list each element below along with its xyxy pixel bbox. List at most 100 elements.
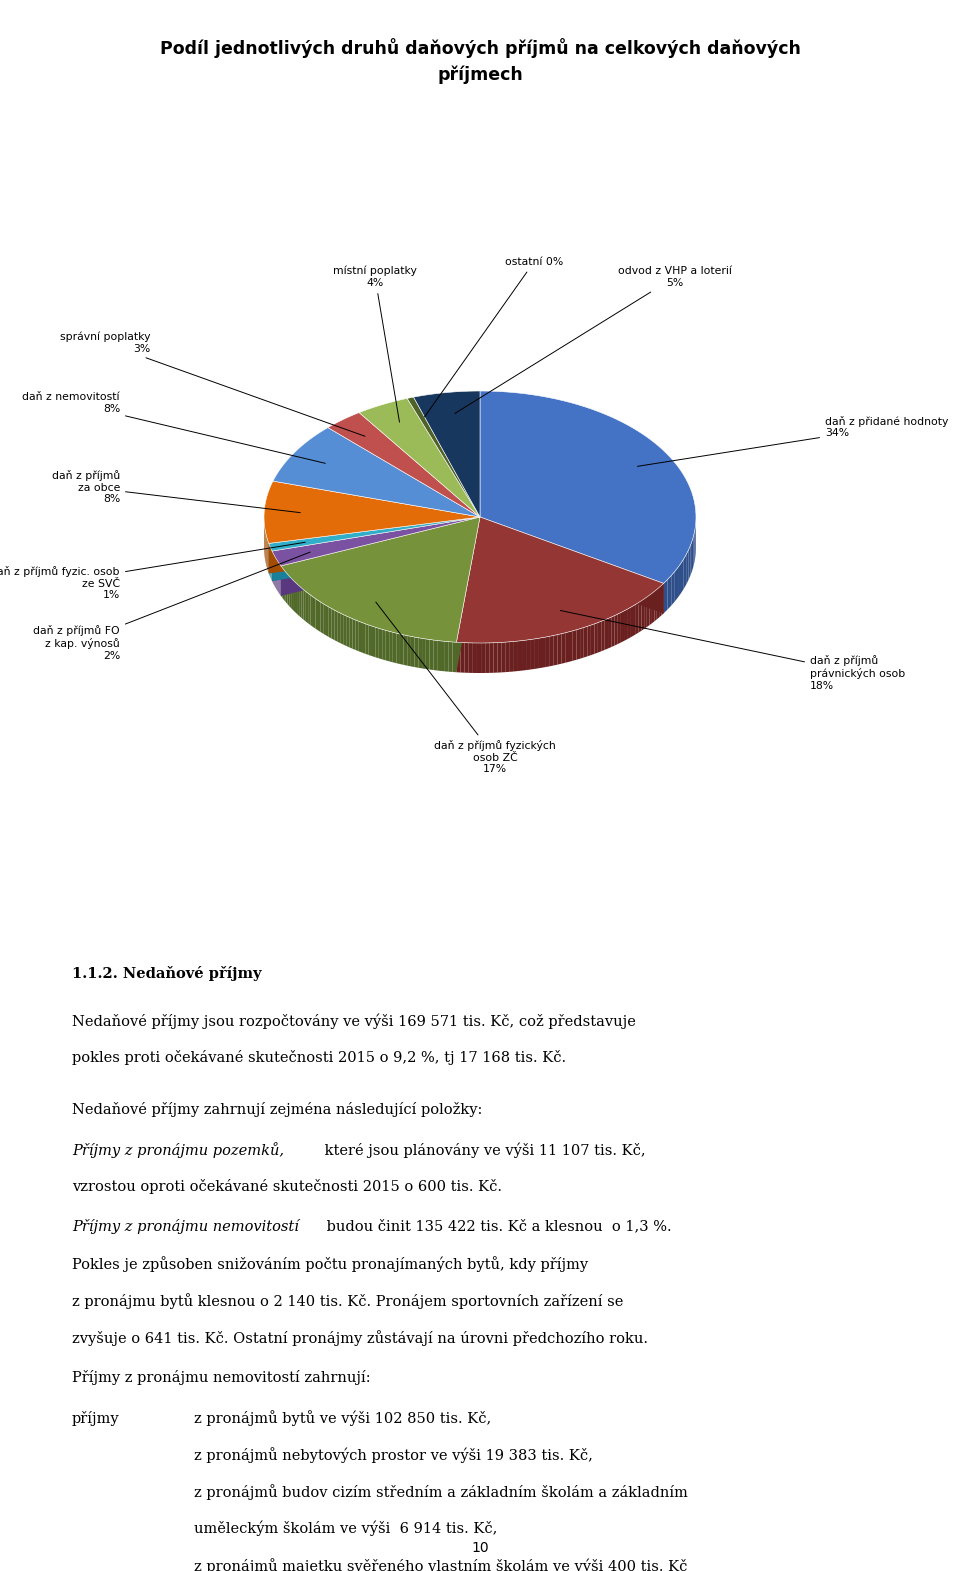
Polygon shape <box>627 608 630 639</box>
Polygon shape <box>293 580 295 613</box>
Polygon shape <box>313 597 316 628</box>
Polygon shape <box>506 643 510 672</box>
Polygon shape <box>264 481 480 544</box>
Polygon shape <box>429 639 433 671</box>
Polygon shape <box>584 627 588 658</box>
Polygon shape <box>690 542 692 577</box>
Polygon shape <box>379 628 382 660</box>
Polygon shape <box>316 599 318 630</box>
Polygon shape <box>518 641 522 671</box>
Polygon shape <box>456 643 461 672</box>
Text: Nedaňové příjmy jsou rozpočtovány ve výši 169 571 tis. Kč, což představuje: Nedaňové příjmy jsou rozpočtovány ve výš… <box>72 1013 636 1029</box>
Polygon shape <box>660 586 661 617</box>
Polygon shape <box>444 641 448 672</box>
Polygon shape <box>480 517 663 613</box>
Polygon shape <box>681 559 684 594</box>
Polygon shape <box>337 611 340 643</box>
Polygon shape <box>349 617 352 649</box>
Polygon shape <box>510 641 514 672</box>
Text: daň z příjmů fyzic. osob
ze SVČ
1%: daň z příjmů fyzic. osob ze SVČ 1% <box>0 542 305 600</box>
Text: Pokles je způsoben snižováním počtu pronajímaných bytů, kdy příjmy: Pokles je způsoben snižováním počtu pron… <box>72 1257 588 1273</box>
Polygon shape <box>422 638 426 669</box>
Polygon shape <box>601 621 605 652</box>
Polygon shape <box>573 630 576 661</box>
Polygon shape <box>282 569 284 600</box>
Polygon shape <box>657 588 660 619</box>
Polygon shape <box>375 627 379 658</box>
Polygon shape <box>343 614 347 646</box>
Polygon shape <box>411 636 415 668</box>
Polygon shape <box>272 517 480 566</box>
Text: odvod z VHP a loterií
5%: odvod z VHP a loterií 5% <box>455 265 732 413</box>
Polygon shape <box>403 635 407 666</box>
Polygon shape <box>441 641 444 671</box>
Text: 10: 10 <box>471 1541 489 1555</box>
Polygon shape <box>562 633 565 663</box>
Polygon shape <box>569 632 573 661</box>
Polygon shape <box>448 641 452 672</box>
Polygon shape <box>594 622 598 654</box>
Polygon shape <box>652 591 655 624</box>
Text: daň z příjmů FO
z kap. výnosů
2%: daň z příjmů FO z kap. výnosů 2% <box>34 551 310 661</box>
Polygon shape <box>530 639 534 669</box>
Polygon shape <box>456 517 480 672</box>
Polygon shape <box>326 605 328 636</box>
Polygon shape <box>647 595 649 627</box>
Text: daň z příjmů
za obce
8%: daň z příjmů za obce 8% <box>52 470 300 512</box>
Polygon shape <box>618 613 621 644</box>
Text: budou činit 135 422 tis. Kč a klesnou  o 1,3 %.: budou činit 135 422 tis. Kč a klesnou o … <box>323 1219 672 1233</box>
Polygon shape <box>396 633 400 665</box>
Polygon shape <box>355 621 359 652</box>
Polygon shape <box>352 619 355 650</box>
Polygon shape <box>542 636 546 668</box>
Polygon shape <box>636 603 638 635</box>
Polygon shape <box>456 517 663 643</box>
Polygon shape <box>272 517 480 581</box>
Polygon shape <box>407 636 411 666</box>
Polygon shape <box>534 638 538 669</box>
Polygon shape <box>538 638 542 668</box>
Text: pokles proti očekávané skutečnosti 2015 o 9,2 %, tj 17 168 tis. Kč.: pokles proti očekávané skutečnosti 2015 … <box>72 1051 566 1065</box>
Polygon shape <box>281 517 480 595</box>
Polygon shape <box>605 619 608 650</box>
Polygon shape <box>550 635 554 666</box>
Polygon shape <box>675 567 678 602</box>
Polygon shape <box>269 517 480 573</box>
Polygon shape <box>437 641 441 671</box>
Polygon shape <box>480 391 696 583</box>
Polygon shape <box>591 624 594 655</box>
Polygon shape <box>565 632 569 663</box>
Text: Podíl jednotlivých druhů daňových příjmů na celkových daňových: Podíl jednotlivých druhů daňových příjmů… <box>159 38 801 58</box>
Text: z pronájmů budov cizím středním a základním školám a základním: z pronájmů budov cizím středním a základ… <box>194 1485 687 1500</box>
Text: Příjmy z pronájmu nemovitostí zahrnují:: Příjmy z pronájmu nemovitostí zahrnují: <box>72 1370 371 1386</box>
Polygon shape <box>295 583 297 614</box>
Polygon shape <box>641 599 644 630</box>
Polygon shape <box>684 555 686 589</box>
Text: daň z příjmů
právnických osob
18%: daň z příjmů právnických osob 18% <box>561 611 905 691</box>
Polygon shape <box>480 517 663 613</box>
Polygon shape <box>649 594 652 625</box>
Polygon shape <box>667 575 671 610</box>
Polygon shape <box>359 621 362 652</box>
Polygon shape <box>468 643 473 672</box>
Polygon shape <box>331 608 334 639</box>
Polygon shape <box>407 397 480 517</box>
Polygon shape <box>686 550 688 584</box>
Polygon shape <box>415 638 419 668</box>
Polygon shape <box>347 616 349 647</box>
Text: příjmy: příjmy <box>72 1411 120 1425</box>
Polygon shape <box>692 537 693 572</box>
Polygon shape <box>400 635 403 665</box>
Polygon shape <box>324 603 326 635</box>
Polygon shape <box>485 643 490 672</box>
Polygon shape <box>426 639 429 669</box>
Polygon shape <box>612 616 614 647</box>
Polygon shape <box>608 617 612 649</box>
Polygon shape <box>630 606 633 638</box>
Polygon shape <box>328 606 331 638</box>
Polygon shape <box>297 584 300 616</box>
Polygon shape <box>389 632 393 663</box>
Polygon shape <box>522 639 526 671</box>
Polygon shape <box>688 545 690 580</box>
Polygon shape <box>359 399 480 517</box>
